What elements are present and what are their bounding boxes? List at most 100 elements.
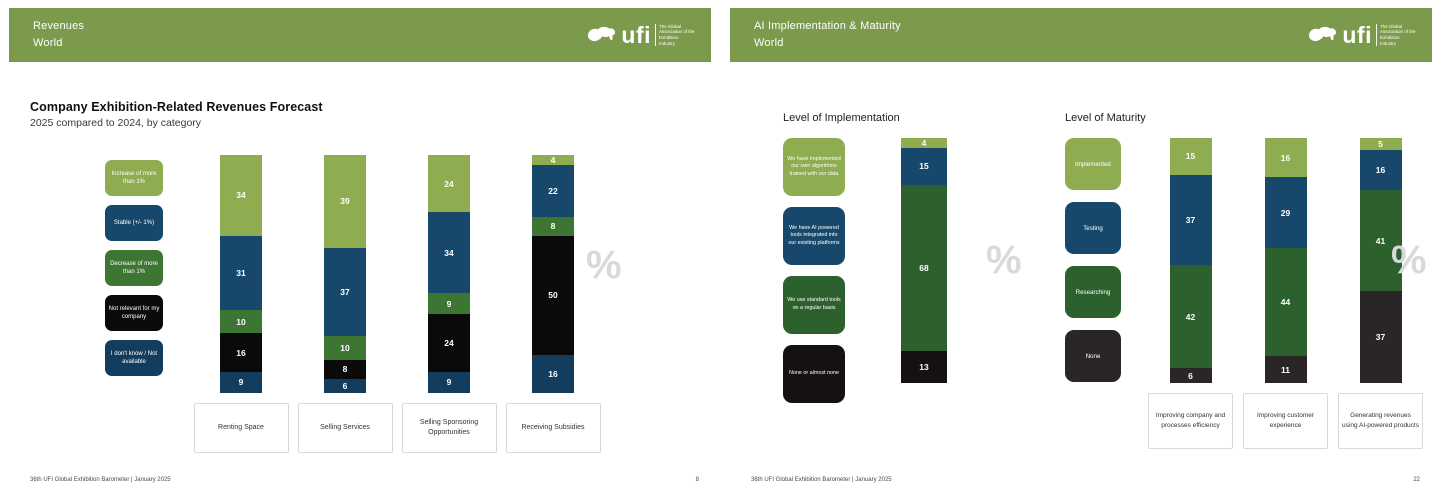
ai-footer: 36th UFI Global Exhibition Barometer | J… — [751, 477, 1420, 483]
bar-segment: 8 — [324, 359, 366, 379]
category-label: Selling Sponsoring Opportunities — [401, 403, 497, 453]
stacked-bar: 4 22 8 50 16 — [532, 155, 574, 393]
stacked-bar: 24 34 9 24 9 — [428, 155, 470, 393]
bar-segment: 39 — [324, 155, 366, 248]
bar-segment: 6 — [1169, 368, 1212, 383]
legend-item: I don't know / Not available — [105, 340, 163, 376]
bar-segment: 24 — [428, 155, 470, 213]
category-label: Selling Services — [297, 403, 393, 453]
maturity-group: Level of Maturity Implemented Testing Rese… — [1065, 112, 1428, 449]
bar-segment: 24 — [428, 314, 470, 372]
implementation-bar: 4 15 68 13 — [901, 138, 947, 403]
category-label: Improving customer experience — [1243, 393, 1328, 449]
bar-segment: 6 — [324, 378, 366, 393]
stacked-bar: 5 16 41 37 — [1359, 138, 1402, 383]
footer-text: 36th UFI Global Exhibition Barometer | J… — [751, 477, 892, 483]
bar-segment: 29 — [1264, 177, 1307, 249]
bar-segment: 4 — [532, 155, 574, 165]
bar-segment: 9 — [428, 371, 470, 393]
legend-item: Implemented — [1065, 138, 1121, 190]
legend-item: We use standard tools on a regular basis — [783, 276, 845, 334]
stacked-bar: 15 37 42 6 — [1169, 138, 1212, 383]
percent-watermark: % — [586, 243, 622, 287]
bar-segment: 9 — [220, 371, 262, 393]
ai-header-text: AI Implementation & Maturity World — [754, 18, 901, 52]
bar-column: 34 31 10 16 9 Renting Space — [189, 155, 293, 453]
ufi-logo: ufi The Global Association of the Exhibi… — [1308, 23, 1416, 47]
revenues-header-subtitle: World — [33, 37, 63, 49]
revenues-title-block: Company Exhibition-Related Revenues Fore… — [30, 100, 323, 129]
bar-segment: 22 — [532, 164, 574, 217]
bar-column: 39 37 10 8 6 Selling Services — [293, 155, 397, 453]
revenues-header-title: Revenues — [33, 19, 85, 32]
stacked-bar: 4 15 68 13 — [901, 138, 947, 383]
revenues-chart-title: Company Exhibition-Related Revenues Fore… — [30, 100, 323, 114]
implementation-group: Level of Implementation We have implemen… — [783, 112, 947, 403]
bar-column: 5 16 41 37 Generating revenues using AI-powe… — [1333, 138, 1428, 449]
revenues-chart: Increase of more than 1% Stable (+/- 1%) D… — [105, 155, 605, 453]
legend-item: Researching — [1065, 266, 1121, 318]
bar-segment: 15 — [901, 147, 947, 185]
ufi-tagline: The Global Association of the Exhibition… — [655, 23, 695, 47]
bar-segment: 37 — [324, 247, 366, 336]
bar-segment: 37 — [1169, 174, 1212, 266]
category-label: Renting Space — [193, 403, 289, 453]
ai-header-bar: AI Implementation & Maturity World ufi T… — [730, 8, 1432, 62]
legend-item: We have AI powered tools integrated into… — [783, 207, 845, 265]
bar-column: 4 22 8 50 16 Receiving Subsidies — [501, 155, 605, 453]
category-label: Receiving Subsidies — [505, 403, 601, 453]
bar-segment: 10 — [220, 309, 262, 334]
bar-segment: 16 — [532, 354, 574, 393]
footer-text: 36th UFI Global Exhibition Barometer | J… — [30, 477, 171, 483]
legend-item: Not relevant for my company — [105, 295, 163, 331]
slide-revenues: Revenues World ufi The Global Associatio… — [0, 0, 717, 503]
legend-item: None or almost none — [783, 345, 845, 403]
ai-header-subtitle: World — [754, 37, 784, 49]
bar-segment: 41 — [1359, 189, 1402, 292]
stacked-bar: 39 37 10 8 6 — [324, 155, 366, 393]
page-number: 22 — [1413, 477, 1420, 483]
bar-segment: 13 — [901, 351, 947, 383]
legend-item: Increase of more than 1% — [105, 160, 163, 196]
bar-segment: 44 — [1264, 248, 1307, 357]
ufi-elephant-icon — [588, 26, 616, 42]
bar-segment: 9 — [428, 293, 470, 315]
maturity-bars: 15 37 42 6 Improving company and processes e… — [1143, 138, 1428, 449]
bar-segment: 8 — [532, 216, 574, 236]
revenues-header-bar: Revenues World ufi The Global Associatio… — [9, 8, 711, 62]
ai-header-title: AI Implementation & Maturity — [754, 19, 901, 32]
bar-column: 16 29 44 11 Improving customer experience — [1238, 138, 1333, 449]
ufi-elephant-icon — [1309, 26, 1337, 42]
legend-item: Testing — [1065, 202, 1121, 254]
revenues-footer: 36th UFI Global Exhibition Barometer | J… — [30, 477, 699, 483]
implementation-legend: We have implemented our own algorithms t… — [783, 138, 845, 403]
percent-watermark: % — [1391, 238, 1427, 282]
percent-watermark: % — [986, 238, 1022, 282]
bar-column: 4 15 68 13 — [901, 138, 947, 403]
bar-segment: 10 — [324, 335, 366, 360]
bar-segment: 5 — [1359, 138, 1402, 151]
bar-segment: 15 — [1169, 138, 1212, 175]
bar-column: 24 34 9 24 9 Selling Sponsoring Opportunities — [397, 155, 501, 453]
ufi-wordmark: ufi — [621, 21, 651, 48]
bar-segment: 34 — [428, 212, 470, 294]
slide-ai-implementation: AI Implementation & Maturity World ufi T… — [721, 0, 1438, 503]
bar-segment: 16 — [220, 333, 262, 372]
category-label: Generating revenues using AI-powered pro… — [1338, 393, 1423, 449]
category-label: Improving company and processes efficien… — [1148, 393, 1233, 449]
bar-segment: 4 — [901, 138, 947, 148]
stacked-bar: 34 31 10 16 9 — [220, 155, 262, 393]
bar-segment: 37 — [1359, 291, 1402, 383]
bar-segment: 50 — [532, 235, 574, 355]
bar-segment: 11 — [1264, 356, 1307, 383]
bar-column: 15 37 42 6 Improving company and processes e… — [1143, 138, 1238, 449]
bar-segment: 16 — [1264, 138, 1307, 178]
legend-item: None — [1065, 330, 1121, 382]
bar-segment: 34 — [220, 155, 262, 236]
implementation-title: Level of Implementation — [783, 112, 900, 124]
maturity-title: Level of Maturity — [1065, 112, 1146, 124]
ufi-tagline: The Global Association of the Exhibition… — [1376, 23, 1416, 47]
maturity-legend: Implemented Testing Researching None — [1065, 138, 1121, 449]
bar-segment: 16 — [1359, 150, 1402, 190]
